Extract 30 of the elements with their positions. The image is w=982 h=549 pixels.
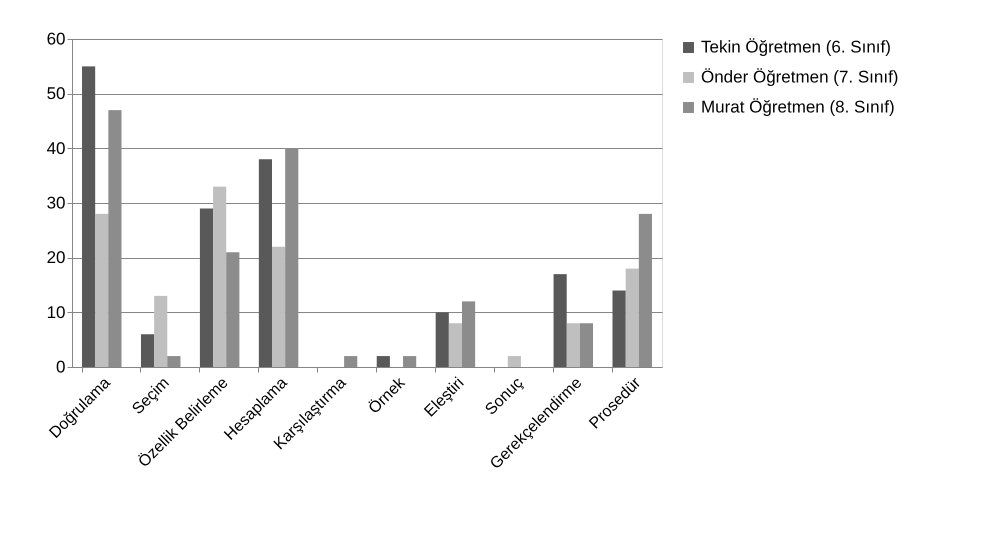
y-tick-label: 40	[46, 138, 66, 158]
bar	[436, 312, 449, 367]
y-tick-label: 30	[46, 194, 66, 212]
bar	[272, 246, 286, 367]
bar	[82, 66, 96, 367]
bar	[154, 296, 168, 367]
legend-label: Önder Öğretmen (7. Sınıf)	[701, 68, 898, 86]
y-tick-label: 60	[46, 30, 66, 48]
bar	[626, 268, 639, 367]
bar	[566, 323, 580, 367]
legend-label: Murat Öğretmen (8. Sınıf)	[701, 98, 895, 116]
bar	[403, 356, 416, 367]
bar	[344, 356, 358, 367]
y-tick-label: 50	[46, 84, 66, 104]
bar	[95, 214, 108, 367]
bar	[612, 290, 626, 367]
y-tick-label: 0	[56, 358, 66, 376]
bar	[580, 323, 594, 367]
y-tick-label: 20	[46, 248, 66, 268]
bar	[554, 274, 567, 367]
bar	[213, 186, 226, 367]
bar	[448, 323, 462, 367]
y-tick-label: 10	[46, 302, 66, 322]
bar	[200, 208, 214, 367]
legend-label: Tekin Öğretmen (6. Sınıf)	[701, 38, 891, 56]
bar	[508, 356, 521, 367]
bar	[376, 356, 390, 367]
bar	[167, 356, 180, 367]
bar	[140, 334, 154, 367]
bar	[258, 159, 272, 367]
